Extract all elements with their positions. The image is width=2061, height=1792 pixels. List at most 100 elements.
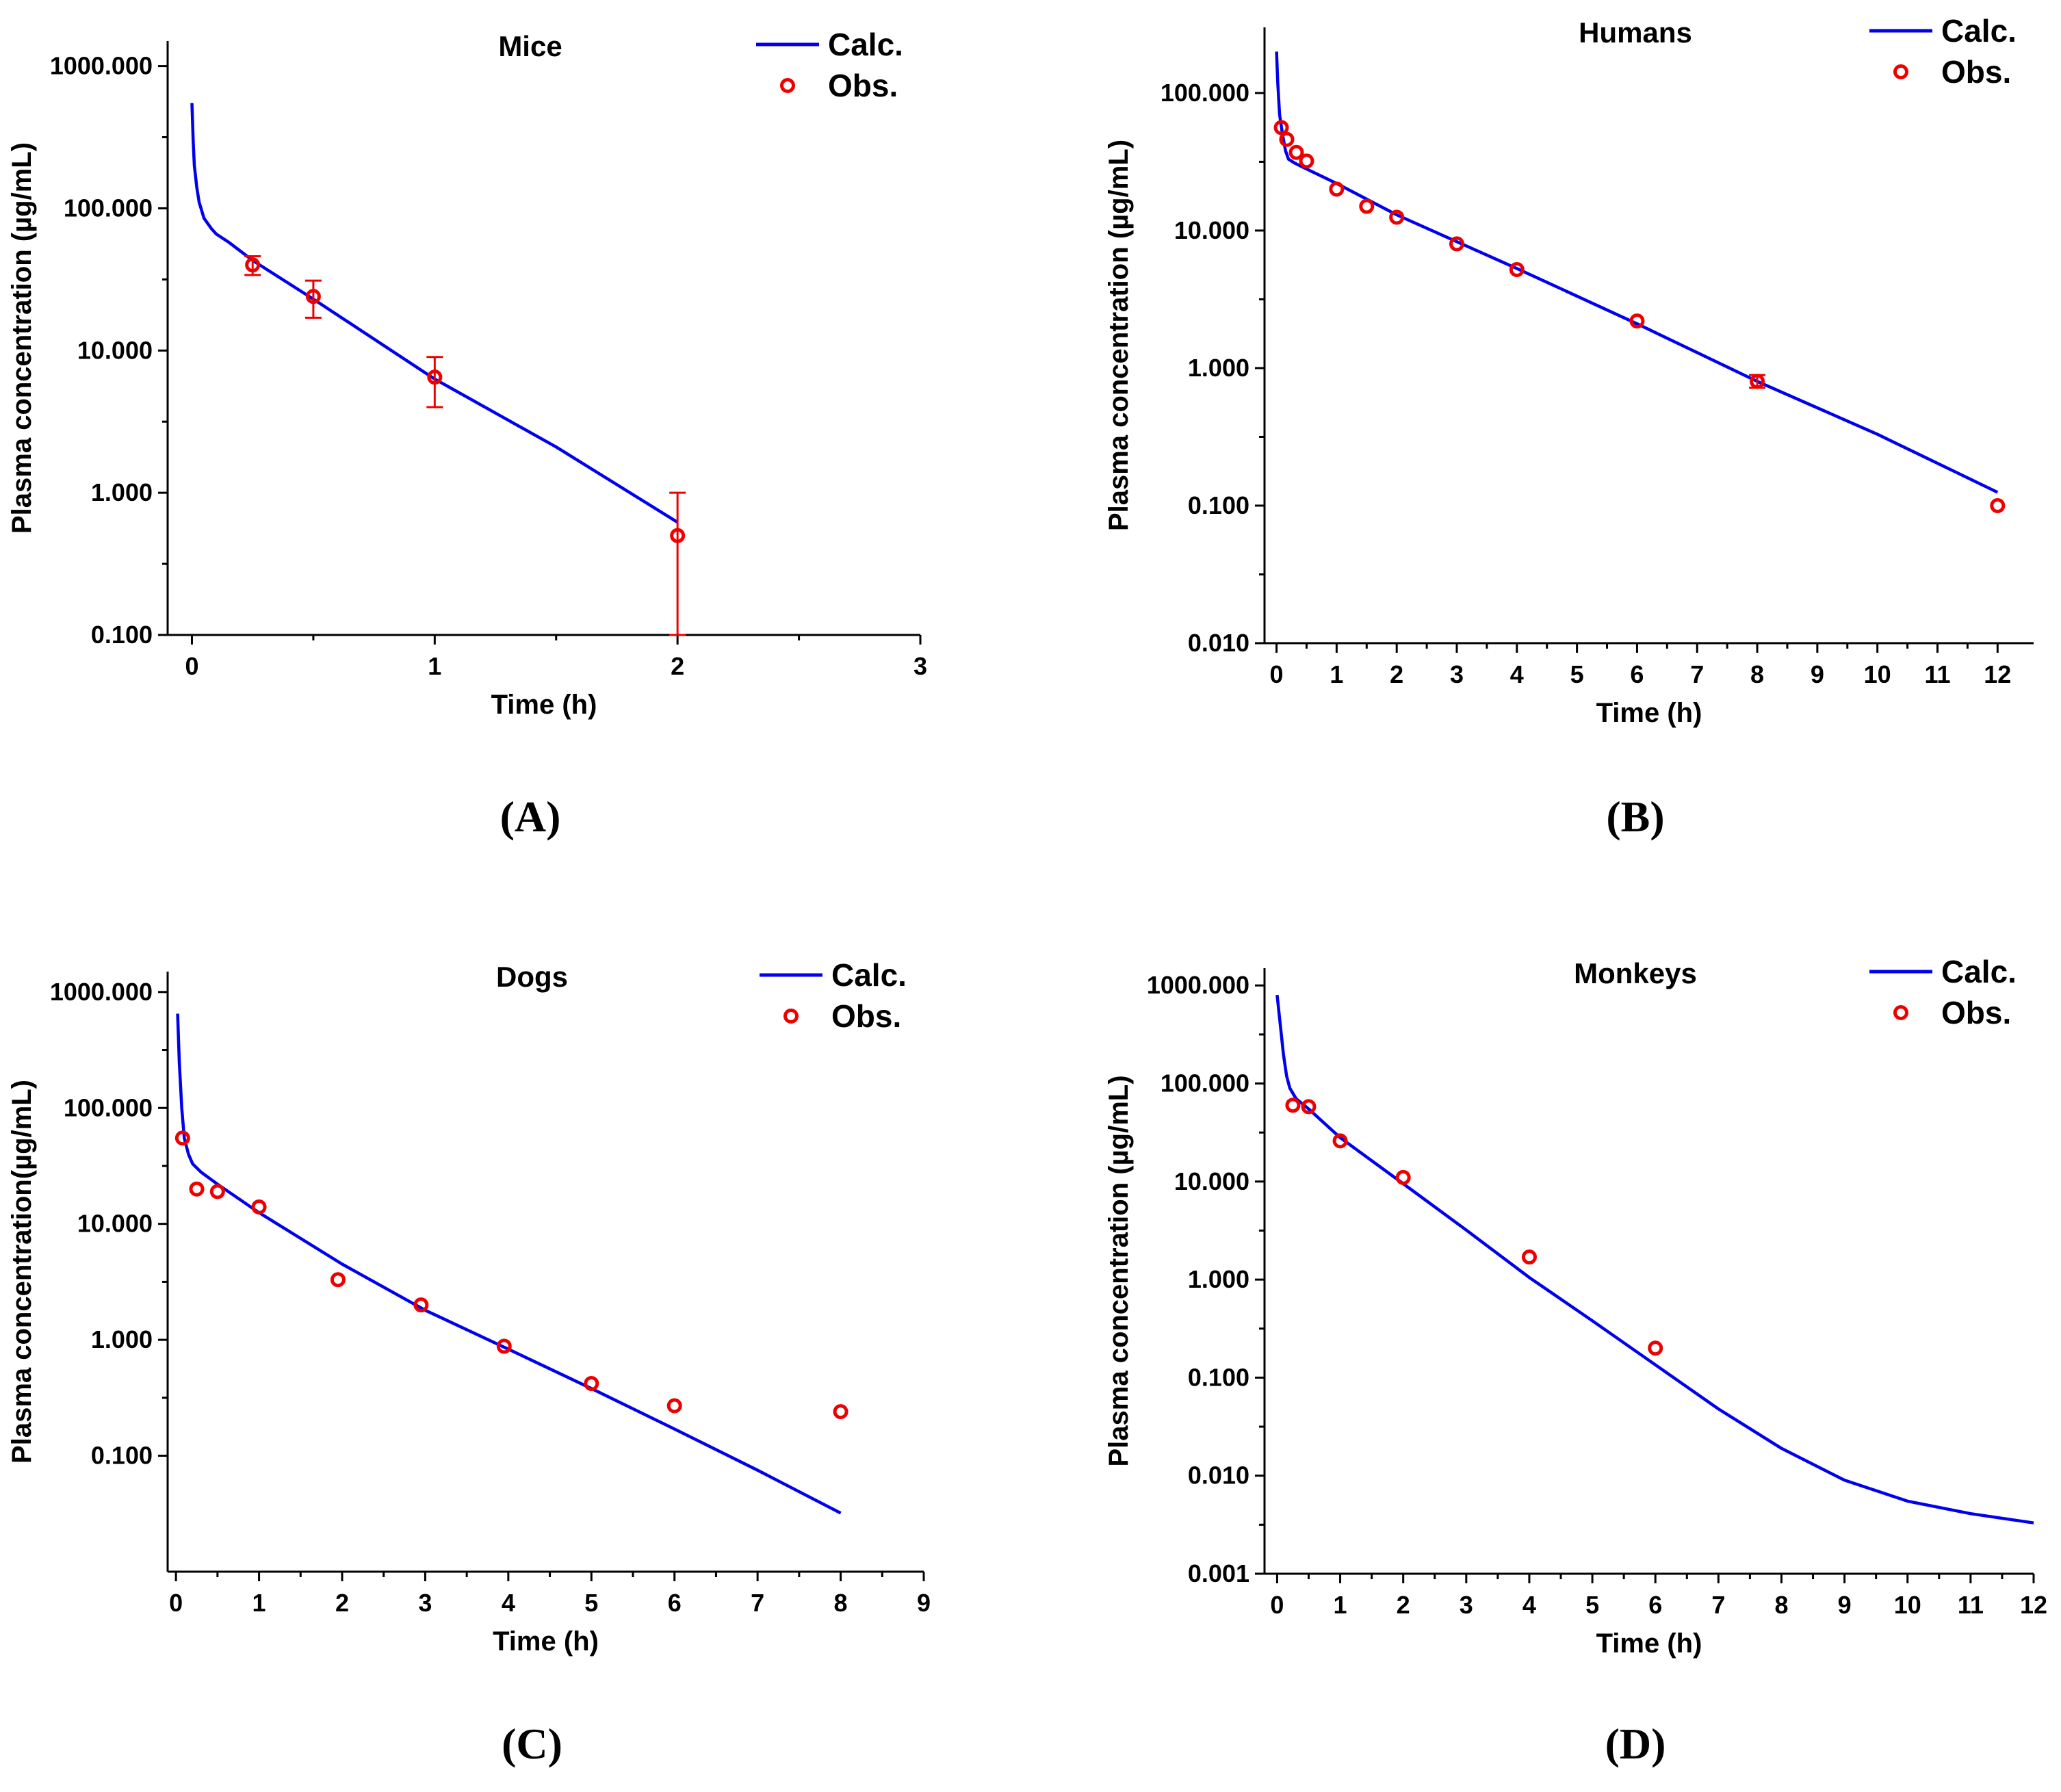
y-tick-label: 1.000 (91, 1325, 153, 1353)
y-tick-label: 0.100 (1188, 491, 1249, 519)
obs-point (330, 1272, 346, 1288)
x-tick-label: 7 (1690, 660, 1704, 688)
obs-point (1359, 198, 1375, 214)
obs-point (1389, 209, 1405, 225)
obs-point (1521, 1249, 1537, 1265)
legend-obs-swatch (780, 78, 795, 93)
x-tick-label: 11 (1924, 660, 1950, 688)
y-tick-label: 100.000 (1161, 79, 1249, 107)
calc-line (1275, 994, 2034, 1524)
panel-title: Dogs (496, 961, 568, 993)
y-tick-label: 0.100 (1188, 1363, 1249, 1391)
panel-monkeys: 0 1 2 3 4 5 6 7 8 9 10 11 120.0010.0100.1001.00010.0… (1104, 954, 2047, 1768)
legend-obs-swatch (1893, 1005, 1908, 1020)
obs-point (1301, 1099, 1317, 1115)
y-tick-label: 10.000 (77, 336, 153, 364)
panel-mice: 0 1 2 3 0.100 1.000 10.000 100.000 1000.000 Time … (7, 27, 927, 841)
obs-point (245, 257, 261, 273)
panel-title: Humans (1579, 16, 1692, 49)
panel-humans: 0 1 2 3 4 5 6 7 8 9 10 11 120.0100.1001.00010.000100… (1104, 13, 2034, 841)
obs-point (833, 1404, 848, 1420)
x-tick-label: 9 (1811, 660, 1824, 688)
x-tick-label: 2 (1397, 1591, 1410, 1619)
y-tick-label: 100.000 (64, 1093, 153, 1121)
obs-point (670, 528, 686, 543)
y-axis-title: Plasma concentration (µg/mL) (1104, 140, 1134, 531)
x-tick-label: 6 (1648, 1591, 1662, 1619)
x-tick-label: 2 (671, 652, 684, 680)
x-tick-label: 7 (1711, 1591, 1725, 1619)
obs-point (1509, 262, 1525, 278)
x-tick-label: 11 (1958, 1591, 1984, 1619)
x-tick-label: 4 (1522, 1591, 1536, 1619)
obs-point (1273, 120, 1289, 135)
obs-point (1449, 236, 1464, 252)
panel-title: Mice (498, 30, 562, 62)
x-tick-label: 10 (1864, 660, 1891, 688)
y-tick-label: 1000.000 (50, 978, 153, 1006)
obs-point (1279, 131, 1295, 147)
x-tick-label: 2 (1390, 660, 1403, 688)
y-tick-label: 100.000 (64, 194, 153, 222)
y-tick-label: 1.000 (1188, 1265, 1249, 1293)
panel-letter: (D) (1605, 1719, 1666, 1768)
obs-point (1629, 313, 1645, 329)
legend-obs-label: Obs. (831, 998, 901, 1034)
legend-obs-label: Obs. (1941, 54, 2011, 90)
calc-line (1275, 51, 1999, 494)
x-tick-label: 10 (1894, 1591, 1921, 1619)
legend-obs-swatch (783, 1009, 799, 1024)
y-tick-label: 10.000 (1174, 1167, 1249, 1195)
y-tick-label: 0.001 (1188, 1559, 1249, 1587)
obs-point (427, 369, 443, 385)
legend-calc-label: Calc. (828, 27, 903, 62)
x-tick-label: 5 (584, 1589, 598, 1617)
y-axis-title: Plasma concentration(µg/mL) (7, 1080, 37, 1464)
x-tick-label: 3 (913, 652, 927, 680)
x-tick-label: 1 (252, 1589, 266, 1617)
y-tick-label: 0.010 (1188, 1462, 1249, 1490)
legend-calc-label: Calc. (1941, 954, 2017, 989)
x-tick-label: 1 (1334, 1591, 1347, 1619)
x-tick-label: 0 (169, 1589, 183, 1617)
obs-point (1395, 1169, 1411, 1185)
x-axis-title: Time (h) (493, 1626, 599, 1657)
y-axis-title: Plasma concentration (µg/mL) (7, 142, 37, 534)
legend-obs-label: Obs. (828, 68, 898, 103)
x-tick-label: 2 (335, 1589, 349, 1617)
y-tick-label: 1.000 (91, 478, 153, 506)
x-tick-label: 8 (1774, 1591, 1788, 1619)
obs-point (174, 1130, 190, 1146)
obs-point (1332, 1133, 1348, 1149)
obs-point (1285, 1098, 1301, 1113)
panel-letter: (A) (500, 792, 561, 841)
obs-point (1750, 374, 1765, 389)
obs-point (496, 1338, 512, 1354)
y-tick-label: 10.000 (1174, 216, 1249, 244)
legend-obs-label: Obs. (1941, 995, 2011, 1030)
x-tick-label: 3 (418, 1589, 432, 1617)
x-tick-label: 4 (1510, 660, 1524, 688)
y-tick-label: 1.000 (1188, 354, 1249, 382)
x-tick-label: 12 (1984, 660, 2011, 688)
legend-obs-swatch (1893, 64, 1908, 79)
panel-dogs: 0 1 2 3 4 5 6 7 8 9 0.100 1.000 10.000 100.000 1000.00… (7, 957, 931, 1768)
x-tick-label: 0 (1270, 1591, 1284, 1619)
panel-letter: (B) (1606, 792, 1664, 841)
y-tick-label: 1000.000 (1147, 971, 1249, 999)
x-tick-label: 5 (1585, 1591, 1599, 1619)
x-tick-label: 0 (1270, 660, 1284, 688)
y-tick-label: 0.100 (91, 621, 153, 649)
x-tick-label: 9 (917, 1589, 931, 1617)
x-axis-title: Time (h) (1596, 698, 1702, 728)
x-tick-label: 3 (1460, 1591, 1473, 1619)
obs-point (413, 1297, 429, 1313)
x-tick-label: 5 (1570, 660, 1584, 688)
panel-title: Monkeys (1574, 957, 1697, 989)
y-axis-title: Plasma concentration (µg/mL) (1104, 1075, 1134, 1466)
obs-point (584, 1375, 599, 1391)
y-tick-label: 10.000 (77, 1210, 153, 1238)
x-tick-label: 6 (1630, 660, 1644, 688)
obs-point (209, 1184, 225, 1199)
